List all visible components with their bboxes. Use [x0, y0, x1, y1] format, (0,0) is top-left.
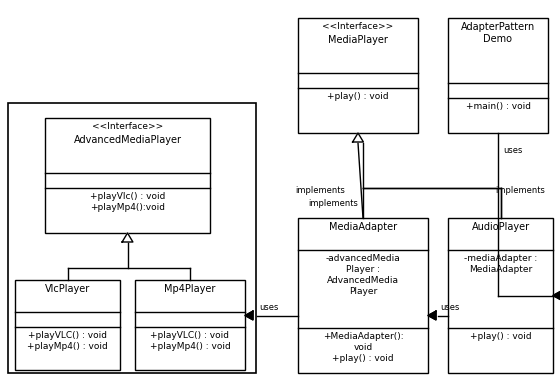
Text: Mp4Player: Mp4Player	[164, 284, 216, 294]
Text: +playVLC() : void
+playMp4() : void: +playVLC() : void +playMp4() : void	[150, 331, 230, 351]
Bar	[448, 218, 553, 373]
Text: -mediaAdapter :
MediaAdapter: -mediaAdapter : MediaAdapter	[464, 254, 537, 274]
Bar	[15, 280, 120, 370]
Text: AudioPlayer: AudioPlayer	[472, 222, 530, 232]
Polygon shape	[553, 291, 560, 300]
Text: -advancedMedia
Player :
AdvancedMedia
Player: -advancedMedia Player : AdvancedMedia Pl…	[325, 254, 400, 296]
Text: +playVlc() : void
+playMp4():void: +playVlc() : void +playMp4():void	[90, 192, 165, 212]
Polygon shape	[245, 311, 253, 320]
Text: +playVLC() : void
+playMp4() : void: +playVLC() : void +playMp4() : void	[27, 331, 108, 351]
Bar	[298, 18, 418, 133]
Polygon shape	[428, 311, 436, 320]
Text: <<Interface>>: <<Interface>>	[92, 122, 163, 131]
Text: +play() : void: +play() : void	[470, 332, 531, 341]
Bar	[298, 218, 428, 373]
Text: AdapterPattern
Demo: AdapterPattern Demo	[461, 22, 535, 44]
Text: +play() : void: +play() : void	[327, 92, 389, 101]
Polygon shape	[122, 233, 133, 242]
Text: implements: implements	[308, 199, 358, 208]
Text: uses: uses	[503, 146, 522, 155]
Bar	[8, 103, 256, 373]
Text: VlcPlayer: VlcPlayer	[45, 284, 90, 294]
Text: +main() : void: +main() : void	[465, 102, 530, 111]
Text: +MediaAdapter():
void
+play() : void: +MediaAdapter(): void +play() : void	[323, 332, 403, 363]
Polygon shape	[353, 133, 363, 142]
Bar	[45, 118, 210, 233]
Text: MediaAdapter: MediaAdapter	[329, 222, 397, 232]
Text: uses: uses	[259, 303, 278, 312]
Bar	[135, 280, 245, 370]
Bar	[448, 18, 548, 133]
Text: implements: implements	[496, 186, 545, 195]
Text: implements: implements	[295, 186, 345, 195]
Text: <<Interface>>: <<Interface>>	[323, 22, 394, 31]
Text: MediaPlayer: MediaPlayer	[328, 35, 388, 45]
Text: AdvancedMediaPlayer: AdvancedMediaPlayer	[73, 135, 181, 145]
Text: uses: uses	[440, 303, 459, 312]
